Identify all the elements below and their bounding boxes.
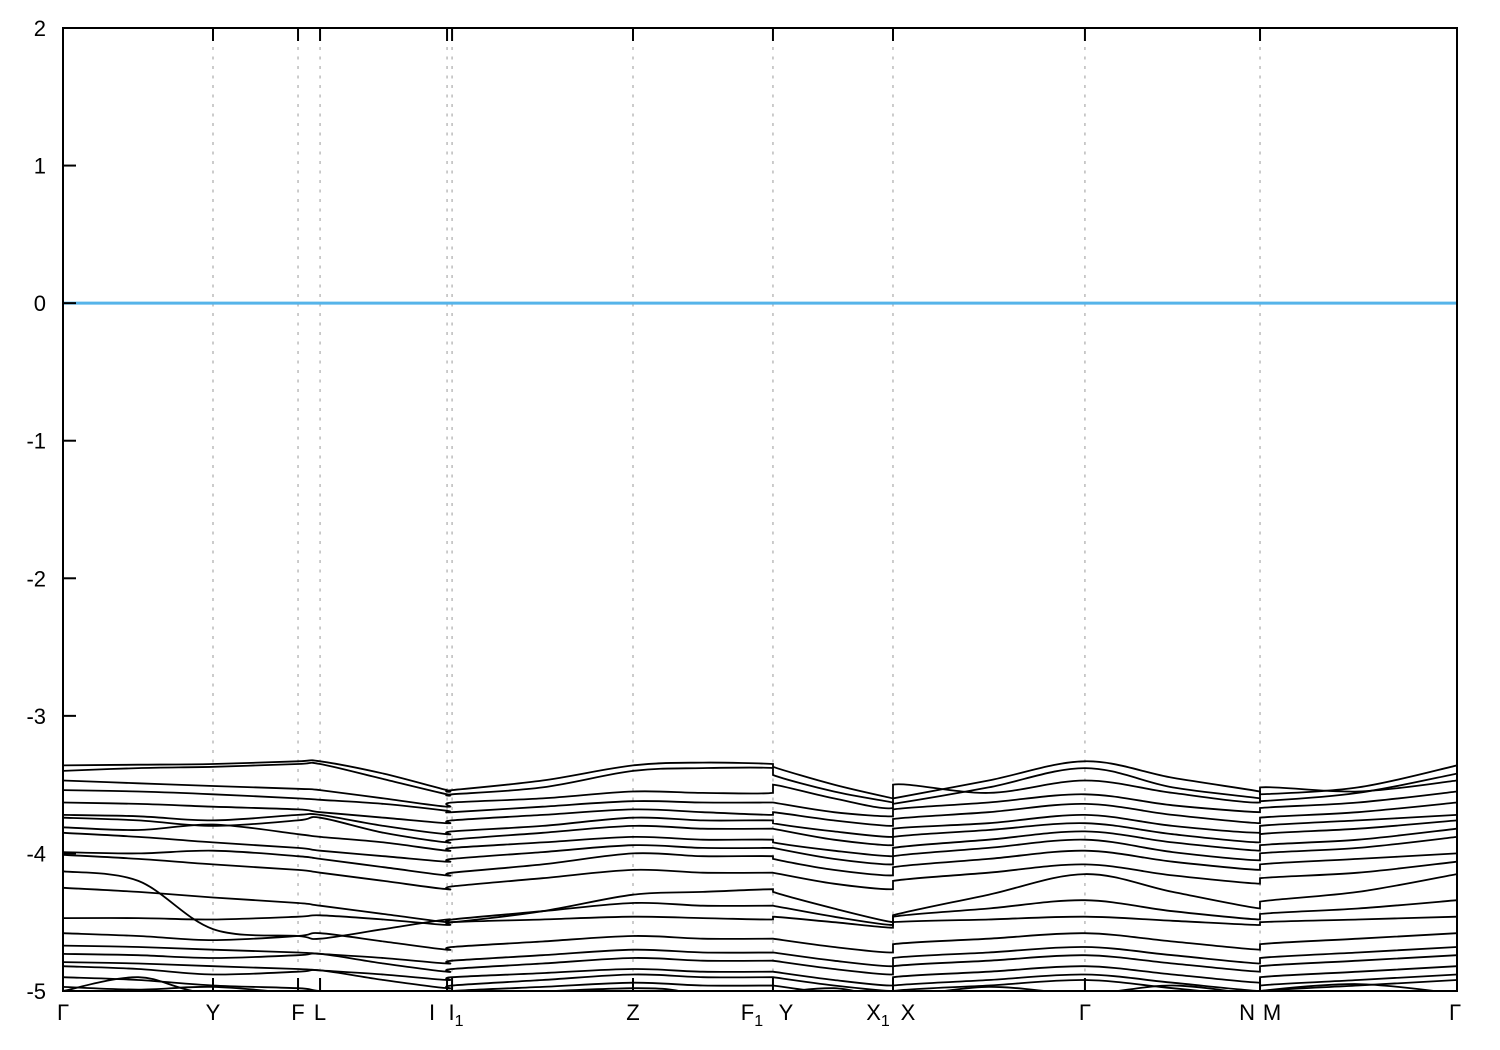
y-tick-label: 2 (34, 16, 46, 41)
band-path (63, 761, 1457, 805)
y-tick-label: -3 (26, 704, 46, 729)
band-path (63, 932, 1457, 954)
band-path (63, 812, 1457, 838)
band-path (63, 976, 1442, 991)
band-path (63, 952, 1457, 976)
kpoint-label: I1 (449, 1000, 464, 1030)
bands-group (63, 759, 1457, 991)
kpoint-label: Y (206, 1000, 221, 1025)
band-path (63, 853, 1457, 891)
y-tick-label: 0 (34, 291, 46, 316)
kpoint-label: N (1239, 1000, 1255, 1025)
band-path (63, 965, 1457, 991)
kpoint-label: F1 (741, 1000, 763, 1030)
band-path (63, 789, 1457, 818)
kpoint-label: Z (626, 1000, 639, 1025)
band-path (63, 976, 1457, 991)
kpoint-label: I (429, 1000, 435, 1025)
kpoint-label: Γ (1449, 1000, 1461, 1025)
y-tick-label: 1 (34, 154, 46, 179)
band-path (63, 961, 1457, 987)
kpoint-label: X (901, 1000, 916, 1025)
band-path (63, 914, 1457, 929)
band-path (63, 823, 1457, 858)
kpoint-label: L (314, 1000, 326, 1025)
band-path (63, 816, 1457, 847)
band-path (63, 849, 1457, 877)
band-path (63, 759, 1457, 800)
band-path (63, 831, 1457, 866)
band-path (63, 944, 1457, 968)
kpoint-label: Γ (57, 1000, 69, 1025)
kpoint-label: Y (779, 1000, 794, 1025)
y-tick-label: -1 (26, 429, 46, 454)
band-path (63, 886, 1457, 926)
y-tick-label: -2 (26, 566, 46, 591)
y-tick-label: -5 (26, 979, 46, 1004)
band-path (63, 801, 1457, 827)
plot-border (62, 27, 1458, 992)
kpoint-label: Γ (1079, 1000, 1091, 1025)
kpoint-label: M (1263, 1000, 1281, 1025)
y-tick-label: -4 (26, 841, 46, 866)
kpoint-label: X1 (866, 1000, 890, 1030)
band-path (63, 779, 1457, 810)
kpoint-label: F (291, 1000, 304, 1025)
